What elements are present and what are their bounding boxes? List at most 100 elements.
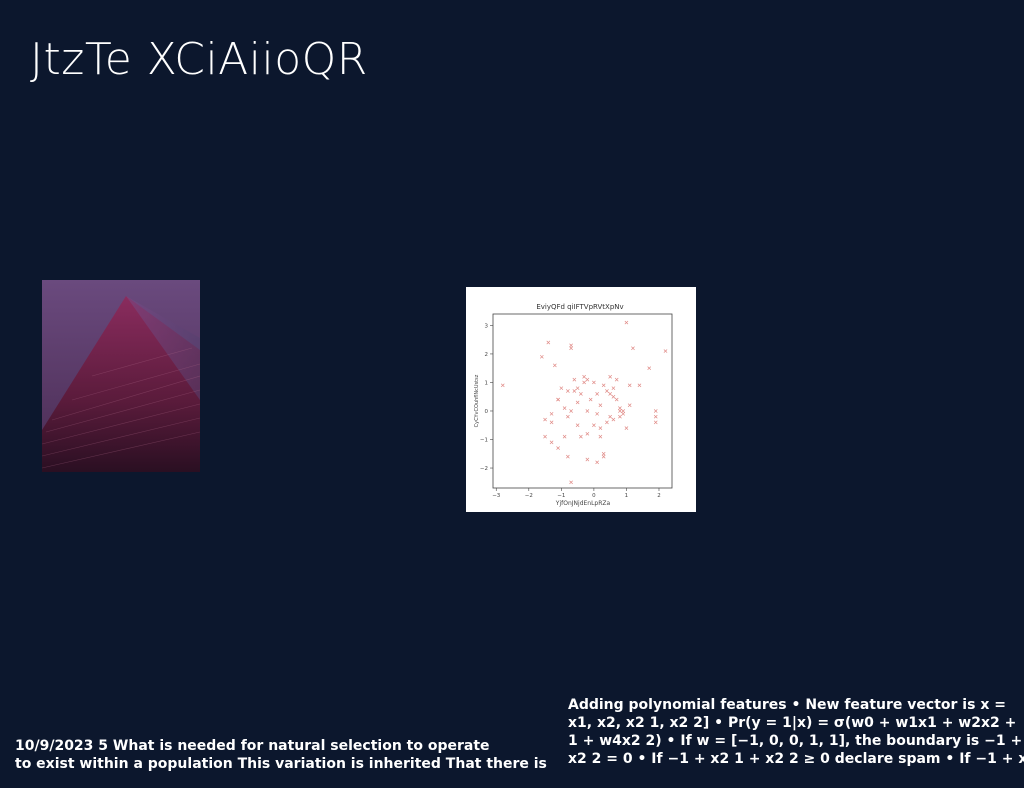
scatter-point [618, 409, 622, 413]
scatter-point [582, 380, 586, 385]
footer-right-line: x2 2 = 0 • If −1 + x2 1 + x2 2 ≥ 0 decla… [568, 751, 1024, 767]
scatter-point [624, 426, 629, 430]
scatter-point [598, 403, 603, 408]
scatter-point [611, 386, 616, 391]
scatter-point [579, 434, 583, 439]
chart-title: EviyQFd qiIFTVpRVtXpNv [536, 303, 623, 311]
axis-ticks: −3 −2 −1 0 1 2 −2 −1 0 1 2 3 [480, 323, 661, 499]
scatter-point [572, 389, 577, 393]
scatter-point [663, 349, 668, 353]
scatter-point [556, 397, 560, 402]
x-tick-label: 1 [625, 493, 629, 499]
scatter-point [549, 420, 554, 425]
x-tick-label: −1 [557, 493, 565, 499]
scatter-point [618, 414, 622, 419]
scatter-point [624, 320, 629, 325]
scatter-point [582, 374, 586, 379]
scatter-point [566, 414, 570, 419]
scatter-point [588, 397, 593, 402]
scatter-point [575, 386, 580, 391]
footer-left-line: 10/9/2023 5 What is needed for natural s… [15, 738, 490, 754]
scatter-point [585, 409, 590, 413]
scatter-point [575, 400, 580, 405]
scatter-point [621, 411, 626, 416]
scatter-point [543, 434, 547, 439]
scatter-point [500, 383, 505, 388]
footer-left-line: to exist within a population This variat… [15, 756, 547, 772]
y-tick-label: 3 [485, 323, 489, 329]
scatter-chart: EviyQFd qiIFTVpRVtXpNv −3 −2 −1 0 1 2 −2 −1 0 1 2 3… [466, 287, 696, 512]
scatter-point [595, 392, 599, 396]
scatter-point [539, 354, 544, 359]
scatter-point [546, 340, 551, 345]
x-tick-label: −3 [492, 493, 501, 499]
scatter-point [585, 431, 590, 436]
y-tick-label: 2 [485, 352, 489, 358]
footer-left-text: 10/9/2023 5 What is needed for natural s… [15, 737, 575, 773]
y-axis-label: CyCYvCOuhflNcUstsz [474, 374, 480, 427]
scatter-point [592, 423, 596, 428]
scatter-point [595, 460, 599, 465]
scatter-point [601, 454, 606, 459]
scatter-point [556, 446, 560, 450]
scatter-point [585, 457, 590, 462]
y-tick-label: 1 [485, 380, 489, 386]
footer-right-line: Adding polynomial features • New feature… [568, 697, 1006, 713]
plot-area-frame [492, 313, 673, 489]
scatter-point [605, 420, 609, 425]
scatter-point [653, 409, 658, 413]
scatter-point [598, 426, 603, 430]
scatter-point [549, 411, 554, 416]
scatter-point [592, 380, 596, 385]
x-tick-label: −2 [525, 493, 533, 499]
footer-right-text: Adding polynomial features • New feature… [568, 696, 1024, 768]
scatter-point [614, 377, 619, 382]
scatter-point [601, 383, 606, 388]
y-tick-label: −2 [480, 466, 488, 472]
scatter-point [552, 363, 557, 368]
y-tick-label: 0 [485, 409, 489, 415]
scatter-point [569, 409, 573, 413]
scatter-point [543, 417, 547, 422]
scatter-point [601, 451, 606, 456]
scatter-point [579, 392, 583, 396]
scatter-point [598, 434, 603, 439]
y-tick-label: −1 [480, 438, 488, 444]
scatter-point [549, 440, 554, 445]
scatter-point [595, 411, 599, 416]
x-axis-label: YjfOnJNjdEnLpRZa [555, 500, 611, 507]
scatter-point [569, 343, 573, 348]
scatter-point [608, 392, 613, 396]
x-tick-label: 2 [657, 493, 661, 499]
scatter-point [647, 366, 652, 371]
scatter-point [611, 394, 616, 399]
scatter-point [653, 420, 658, 425]
scatter-point [575, 423, 580, 428]
scatter-point [562, 434, 567, 439]
footer-right-line: x1, x2, x2 1, x2 2] • Pr(y = 1|x) = σ(w0… [568, 715, 1017, 731]
scatter-point [585, 377, 590, 382]
pyramid-photo [42, 280, 200, 472]
scatter-chart-svg: EviyQFd qiIFTVpRVtXpNv −3 −2 −1 0 1 2 −2 −1 0 1 2 3… [474, 303, 673, 507]
scatter-point [608, 414, 613, 419]
footer-right-line: 1 + w4x2 2) • If w = [−1, 0, 0, 1, 1], t… [568, 733, 1024, 749]
scatter-point [627, 403, 632, 408]
scatter-point [605, 389, 609, 393]
scatter-point [566, 389, 570, 393]
pyramid-image [42, 280, 200, 472]
scatter-point [614, 397, 619, 402]
scatter-point [637, 383, 642, 388]
scatter-points [500, 320, 668, 485]
scatter-point [618, 406, 622, 410]
scatter-point [631, 346, 635, 351]
scatter-point [611, 417, 616, 422]
scatter-point [566, 454, 570, 459]
slide-title: JtzTe XCiAiioQR [30, 34, 368, 85]
scatter-point [572, 377, 577, 382]
scatter-point [621, 409, 626, 413]
scatter-point [559, 386, 564, 391]
scatter-point [653, 414, 658, 419]
scatter-point [627, 383, 632, 388]
scatter-point [569, 346, 573, 351]
x-tick-label: 0 [592, 493, 596, 499]
